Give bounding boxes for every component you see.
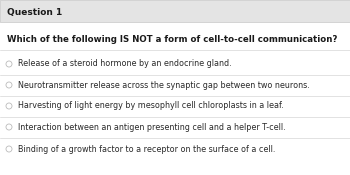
Text: Interaction between an antigen presenting cell and a helper T-cell.: Interaction between an antigen presentin…: [18, 122, 286, 131]
Text: Which of the following IS NOT a form of cell-to-cell communication?: Which of the following IS NOT a form of …: [7, 34, 337, 44]
Text: Release of a steroid hormone by an endocrine gland.: Release of a steroid hormone by an endoc…: [18, 60, 232, 68]
Text: Harvesting of light energy by mesophyll cell chloroplasts in a leaf.: Harvesting of light energy by mesophyll …: [18, 102, 284, 110]
Text: Neurotransmitter release across the synaptic gap between two neurons.: Neurotransmitter release across the syna…: [18, 80, 310, 89]
Bar: [0, 0, 350, 22]
Text: Binding of a growth factor to a receptor on the surface of a cell.: Binding of a growth factor to a receptor…: [18, 145, 275, 153]
Text: Question 1: Question 1: [7, 9, 62, 18]
Bar: [0, 22, 350, 175]
